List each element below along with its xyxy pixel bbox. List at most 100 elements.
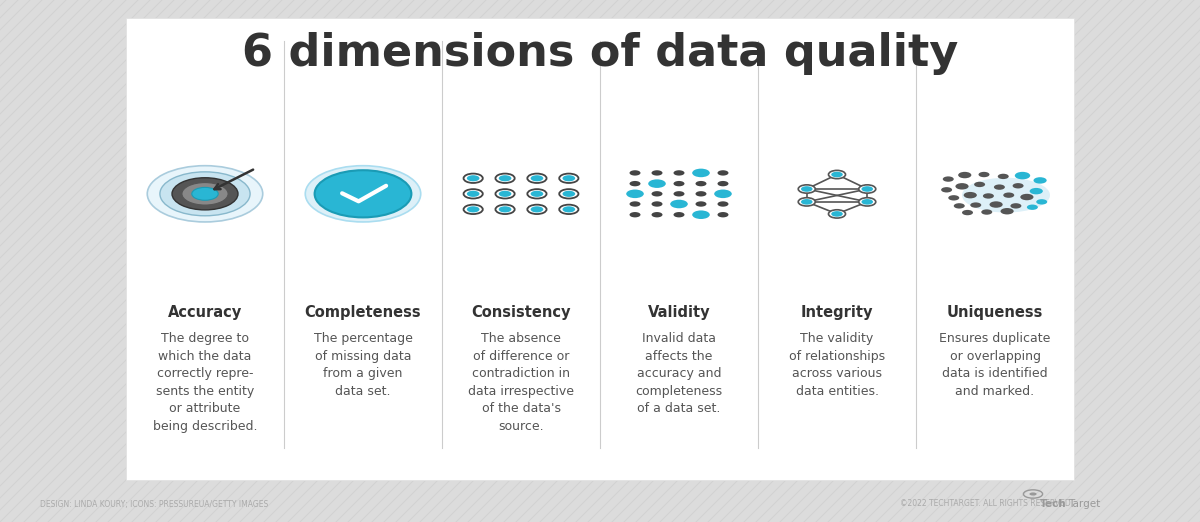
Circle shape — [828, 170, 846, 179]
Text: Consistency: Consistency — [472, 305, 571, 319]
Circle shape — [314, 170, 412, 217]
Circle shape — [563, 175, 575, 181]
Circle shape — [559, 205, 578, 214]
Circle shape — [943, 176, 954, 182]
Circle shape — [499, 206, 511, 212]
Circle shape — [652, 201, 662, 207]
Circle shape — [1027, 205, 1038, 210]
Circle shape — [527, 205, 546, 214]
Circle shape — [1020, 194, 1033, 200]
Circle shape — [530, 175, 544, 181]
Circle shape — [630, 201, 641, 207]
Circle shape — [652, 170, 662, 175]
Circle shape — [832, 172, 842, 177]
Circle shape — [499, 175, 511, 181]
Circle shape — [673, 181, 684, 186]
Circle shape — [1010, 203, 1021, 209]
Circle shape — [626, 189, 644, 198]
Text: Ensures duplicate
or overlapping
data is identified
and marked.: Ensures duplicate or overlapping data is… — [940, 333, 1051, 398]
Text: Validity: Validity — [648, 305, 710, 319]
Circle shape — [948, 195, 959, 200]
Circle shape — [983, 193, 994, 199]
Circle shape — [990, 201, 1003, 208]
Circle shape — [832, 211, 842, 217]
Circle shape — [1003, 193, 1014, 198]
Circle shape — [467, 175, 480, 181]
Circle shape — [1015, 172, 1030, 180]
Circle shape — [563, 191, 575, 197]
Circle shape — [958, 172, 971, 179]
Circle shape — [978, 172, 990, 177]
Circle shape — [997, 174, 1009, 179]
Circle shape — [862, 199, 874, 205]
Text: Target: Target — [1068, 499, 1100, 509]
Circle shape — [496, 174, 515, 183]
Text: Accuracy: Accuracy — [168, 305, 242, 319]
Circle shape — [630, 181, 641, 186]
Text: The percentage
of missing data
from a given
data set.: The percentage of missing data from a gi… — [313, 333, 413, 398]
Circle shape — [563, 206, 575, 212]
Circle shape — [648, 180, 666, 188]
Circle shape — [673, 170, 684, 175]
Circle shape — [630, 170, 641, 175]
Circle shape — [1030, 492, 1037, 495]
Circle shape — [800, 186, 812, 192]
Circle shape — [160, 172, 250, 216]
Circle shape — [828, 210, 846, 218]
Circle shape — [974, 182, 985, 187]
Circle shape — [530, 191, 544, 197]
Circle shape — [964, 192, 977, 198]
Circle shape — [559, 189, 578, 198]
Circle shape — [692, 210, 709, 219]
Circle shape — [527, 189, 546, 198]
Circle shape — [696, 181, 707, 186]
Circle shape — [192, 187, 218, 200]
Circle shape — [859, 185, 876, 193]
Circle shape — [982, 209, 992, 215]
Circle shape — [798, 185, 815, 193]
Circle shape — [954, 203, 965, 209]
Circle shape — [718, 181, 728, 186]
Text: Uniqueness: Uniqueness — [947, 305, 1043, 319]
Ellipse shape — [962, 178, 1050, 212]
Circle shape — [559, 174, 578, 183]
Circle shape — [496, 205, 515, 214]
Circle shape — [859, 198, 876, 206]
Text: Integrity: Integrity — [800, 305, 874, 319]
Circle shape — [172, 178, 238, 210]
Text: 6 dimensions of data quality: 6 dimensions of data quality — [242, 32, 958, 75]
Circle shape — [692, 169, 709, 177]
Circle shape — [971, 203, 982, 208]
Circle shape — [527, 174, 546, 183]
Circle shape — [1037, 199, 1048, 205]
Circle shape — [182, 183, 228, 205]
Circle shape — [1001, 208, 1014, 215]
Circle shape — [673, 191, 684, 196]
Circle shape — [696, 201, 707, 207]
Circle shape — [530, 206, 544, 212]
Circle shape — [862, 186, 874, 192]
Circle shape — [955, 183, 968, 189]
Text: The degree to
which the data
correctly repre-
sents the entity
or attribute
bein: The degree to which the data correctly r… — [152, 333, 257, 433]
Text: ©2022 TECHTARGET. ALL RIGHTS RESERVED: ©2022 TECHTARGET. ALL RIGHTS RESERVED — [900, 500, 1070, 508]
Text: Tech: Tech — [1040, 499, 1067, 509]
Circle shape — [800, 199, 812, 205]
Circle shape — [714, 189, 732, 198]
Circle shape — [718, 170, 728, 175]
Text: The absence
of difference or
contradiction in
data irrespective
of the data's
so: The absence of difference or contradicti… — [468, 333, 574, 433]
Text: Completeness: Completeness — [305, 305, 421, 319]
Circle shape — [652, 212, 662, 217]
Circle shape — [463, 174, 482, 183]
Circle shape — [718, 212, 728, 217]
Circle shape — [463, 189, 482, 198]
Circle shape — [630, 212, 641, 217]
Circle shape — [1030, 188, 1043, 194]
Circle shape — [671, 200, 688, 208]
Circle shape — [1013, 183, 1024, 188]
Circle shape — [463, 205, 482, 214]
Circle shape — [467, 206, 480, 212]
Circle shape — [148, 165, 263, 222]
Circle shape — [962, 210, 973, 215]
Text: Invalid data
affects the
accuracy and
completeness
of a data set.: Invalid data affects the accuracy and co… — [636, 333, 722, 416]
Circle shape — [673, 212, 684, 217]
